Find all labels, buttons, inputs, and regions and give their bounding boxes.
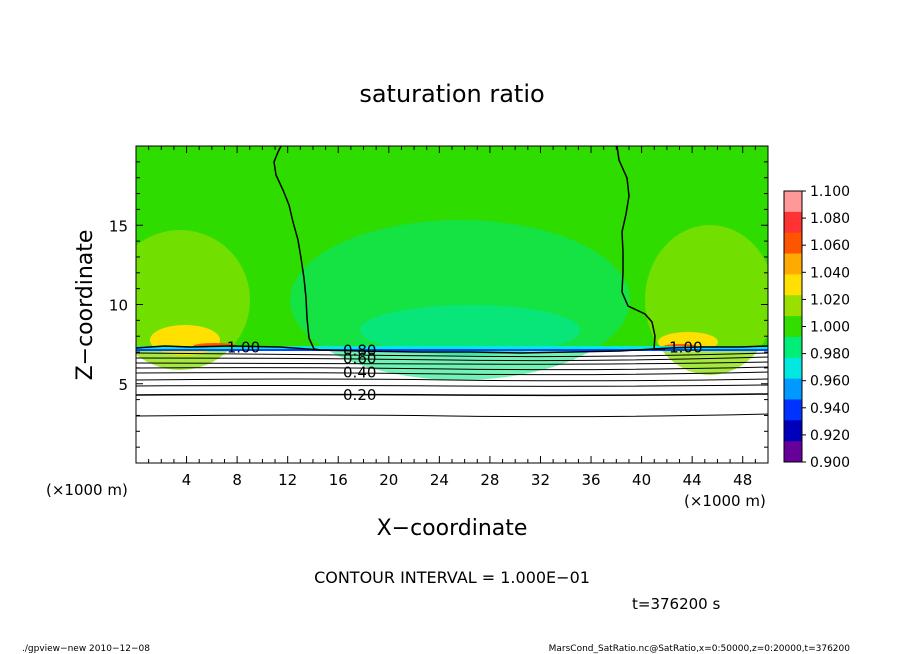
field-high-patch-right: [645, 225, 768, 375]
x-axis: 4 8 12 16 20 24 28 32 36 40 44 48: [135, 146, 769, 489]
colorbar-swatch: [784, 399, 802, 421]
contour-labels: 1.00 1.00 0.800.600.40 0.20: [227, 338, 703, 404]
field-transition-band: [136, 346, 768, 351]
contour-1.00-surface: [136, 345, 768, 354]
y-axis: 5 10 15: [109, 145, 768, 464]
contour-interval-text: CONTOUR INTERVAL = 1.000E−01: [314, 568, 590, 587]
contour-0.80: [136, 356, 768, 362]
contour-0.10: [136, 413, 768, 418]
contour-0.20: [136, 393, 768, 397]
colorbar-swatch: [784, 336, 802, 359]
colorbar-label: 0.960: [810, 374, 850, 390]
contour-0.40: [136, 378, 768, 382]
field-low-patch-center-core: [360, 305, 580, 355]
colorbar-swatch: [784, 191, 802, 213]
contour-label: 1.00: [227, 338, 260, 356]
x-tick-label: 32: [531, 471, 550, 489]
colorbar-label: 1.020: [810, 292, 850, 308]
contour-0.70: [136, 361, 768, 365]
heatmap-field: [136, 146, 768, 463]
colorbar-swatch: [784, 211, 802, 234]
x-tick-label: 44: [683, 471, 702, 489]
x-axis-label: X−coordinate: [377, 516, 528, 541]
colorbar-label: 1.060: [810, 238, 850, 254]
contour-1.00-left: [273, 146, 321, 351]
footer-left: ./gpview−new 2010−12−08: [22, 644, 150, 654]
contour-1.00-right: [616, 146, 665, 350]
contour-label: 1.00: [669, 338, 702, 356]
y-tick-label: 15: [109, 217, 128, 235]
x-unit-right: (×1000 m): [684, 492, 766, 510]
colorbar-swatch: [784, 295, 802, 317]
chart-title: saturation ratio: [359, 80, 544, 108]
x-tick-label: 8: [232, 471, 242, 489]
colorbar-label: 1.080: [810, 211, 850, 227]
colorbar-label: 0.900: [810, 455, 850, 471]
colorbar-label: 1.000: [810, 320, 850, 336]
colorbar-swatch: [784, 378, 802, 400]
time-label: t=376200 s: [632, 595, 720, 613]
colorbar-swatch: [784, 420, 802, 442]
colorbar-swatch: [784, 274, 802, 296]
colorbar-swatch: [784, 357, 802, 380]
colorbar-label: 0.980: [810, 347, 850, 363]
x-tick-label: 48: [733, 471, 752, 489]
contour-0.60: [136, 366, 768, 371]
colorbar-label: 0.920: [810, 428, 850, 444]
contour-0.90: [136, 352, 768, 358]
colorbar-label: 1.100: [810, 184, 850, 200]
contour-label: 0.40: [343, 364, 376, 382]
colorbar-label: 1.040: [810, 265, 850, 281]
x-tick-label: 12: [278, 471, 297, 489]
colorbar-swatch: [784, 316, 802, 338]
field-blue-line: [136, 349, 768, 351]
x-tick-label: 28: [480, 471, 499, 489]
contour-label: 0.80: [343, 341, 376, 359]
colorbar-swatch: [784, 253, 802, 275]
x-tick-label: 20: [379, 471, 398, 489]
contour-0.30: [136, 384, 768, 387]
y-tick-label: 10: [109, 297, 128, 315]
footer-right: MarsCond_SatRatio.nc@SatRatio,x=0:50000,…: [549, 644, 851, 654]
contour-label: 0.20: [343, 386, 376, 404]
colorbar-label: 0.940: [810, 401, 850, 417]
y-axis-label: Z−coordinate: [73, 230, 98, 381]
x-unit-left: (×1000 m): [46, 481, 128, 499]
contour-0.50: [136, 371, 768, 376]
x-tick-label: 16: [329, 471, 348, 489]
contour-label: 0.60: [343, 349, 376, 367]
colorbar-swatch: [784, 441, 802, 463]
colorbar-swatch: [784, 232, 802, 255]
x-tick-label: 4: [182, 471, 192, 489]
colorbar: 1.100 1.080 1.060 1.040 1.020 1.000 0.980 0.960…: [783, 184, 850, 471]
x-tick-label: 24: [430, 471, 449, 489]
y-tick-label: 5: [118, 376, 128, 394]
x-tick-label: 40: [632, 471, 651, 489]
x-tick-label: 36: [581, 471, 600, 489]
